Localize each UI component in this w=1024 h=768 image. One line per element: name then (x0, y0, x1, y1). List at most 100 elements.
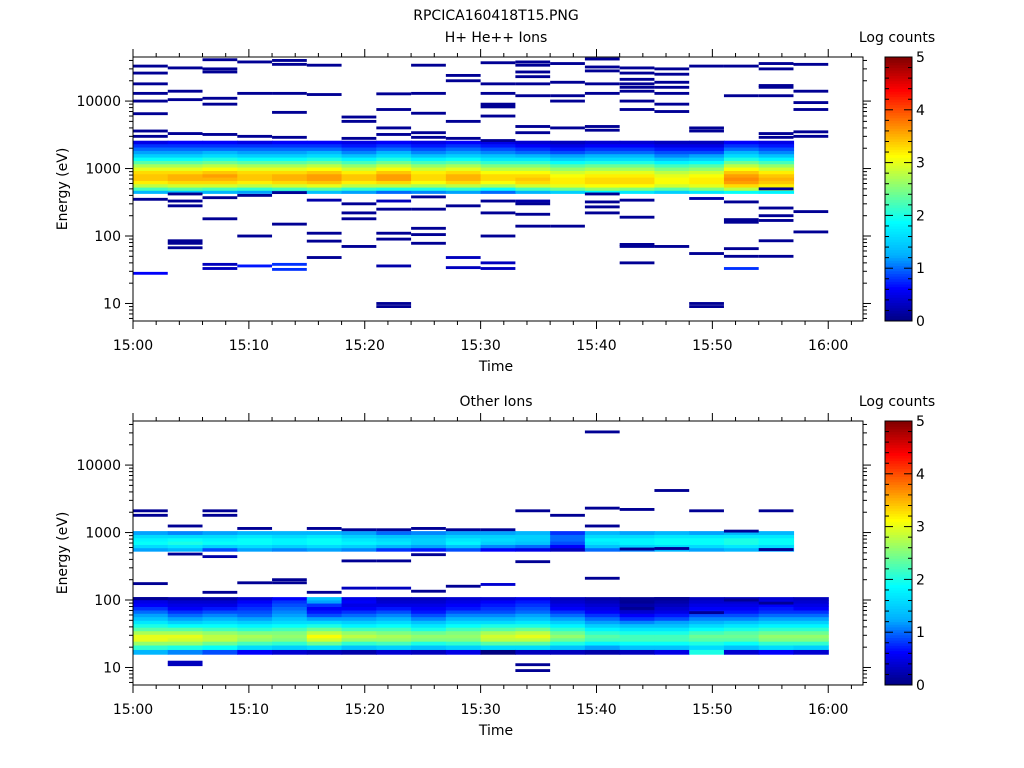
heatmap-cell-band-12-12 (550, 150, 586, 155)
heatmap-cell-band-12-6 (550, 170, 586, 175)
heatmap-cell-band-9-0 (445, 190, 482, 194)
heatmap-cell-low-6-2 (341, 641, 377, 646)
heatmap-sparse-cell-85 (445, 266, 481, 270)
heatmap-cell-low-2-5 (202, 630, 238, 635)
heatmap-cell-low-4-15 (272, 597, 308, 601)
heatmap-sparse-cell-164 (758, 67, 794, 71)
colorbar-segment (885, 109, 912, 113)
colorbar-segment (885, 257, 912, 261)
heatmap-sparse-cell-31 (237, 91, 273, 95)
heatmap-sparse-cell-169 (758, 135, 794, 139)
heatmap-cell-low-11-1 (515, 645, 551, 650)
heatmap-cell-band-15-4 (654, 534, 690, 539)
heatmap-cell-band-11-13 (515, 147, 551, 151)
heatmap-cell-low-3-8 (237, 620, 273, 625)
heatmap-cell-band-2-3 (202, 537, 238, 542)
heatmap-cell-low-14-14 (619, 600, 656, 604)
colorbar-tick-label: 5 (916, 50, 925, 66)
heatmap-cell-band-15-9 (654, 160, 690, 165)
heatmap-cell-low-17-6 (723, 627, 760, 632)
colorbar-tick-label: 2 (916, 208, 925, 224)
heatmap-sparse-cell-49 (723, 598, 759, 602)
heatmap-cell-low-2-0 (202, 649, 238, 655)
heatmap-cell-band-11-4 (515, 534, 551, 539)
heatmap-cell-band-8-11 (411, 153, 447, 158)
heatmap-cell-band-14-15 (619, 140, 656, 145)
heatmap-cell-band-4-5 (272, 173, 308, 178)
heatmap-cell-low-14-7 (619, 623, 656, 628)
colorbar-tick-label: 3 (916, 520, 925, 536)
colorbar-segment (885, 93, 912, 98)
heatmap-cell-low-4-5 (272, 630, 308, 635)
heatmap-cell-low-13-15 (584, 597, 621, 601)
heatmap-cell-band-10-9 (480, 160, 516, 165)
heatmap-cell-band-6-15 (341, 140, 377, 145)
heatmap-cell-band-4-4 (272, 177, 308, 181)
heatmap-cell-band-5-5 (306, 173, 343, 178)
heatmap-cell-band-6-5 (341, 531, 377, 535)
heatmap-sparse-cell-1 (133, 71, 168, 75)
colorbar-segment (885, 473, 912, 477)
heatmap-cell-low-15-2 (654, 641, 690, 646)
colorbar-segment (885, 286, 912, 290)
heatmap-cell-low-14-1 (619, 645, 656, 650)
heatmap-sparse-cell-6 (167, 660, 203, 664)
heatmap-cell-band-11-6 (515, 170, 551, 175)
heatmap-cell-low-9-0 (445, 649, 482, 655)
heatmap-cell-low-2-11 (202, 610, 238, 614)
heatmap-cell-low-5-12 (306, 606, 343, 611)
heatmap-cell-low-11-14 (515, 600, 551, 604)
heatmap-cell-band-10-2 (480, 541, 516, 545)
heatmap-cell-low-17-9 (723, 616, 760, 621)
colorbar-segment (885, 175, 912, 179)
heatmap-cell-band-16-9 (689, 160, 725, 165)
heatmap-cell-low-1-0 (167, 649, 204, 655)
colorbar-segment (885, 120, 912, 124)
heatmap-cell-low-2-10 (202, 613, 238, 618)
heatmap-cell-band-9-3 (445, 537, 482, 542)
heatmap-cell-low-17-4 (723, 634, 760, 639)
heatmap-cell-low-14-11 (619, 610, 656, 614)
heatmap-cell-low-8-15 (411, 597, 447, 601)
colorbar-segment (885, 666, 912, 670)
colorbar-segment (885, 62, 912, 66)
heatmap-cell-low-19-4 (793, 634, 829, 639)
heatmap-cell-low-15-7 (654, 623, 690, 628)
colorbar-segment (885, 534, 912, 538)
heatmap-sparse-cell-139 (619, 261, 655, 265)
heatmap-cell-low-3-3 (237, 637, 273, 642)
heatmap-cell-band-13-8 (584, 163, 621, 168)
heatmap-cell-low-0-0 (133, 649, 169, 655)
heatmap-cell-band-16-8 (689, 163, 725, 168)
heatmap-sparse-cell-13 (237, 581, 273, 585)
heatmap-sparse-cell-19 (341, 559, 377, 563)
heatmap-cell-low-18-8 (758, 620, 795, 625)
heatmap-cell-band-7-1 (376, 187, 412, 191)
heatmap-cell-low-1-9 (167, 616, 204, 621)
heatmap-cell-band-6-10 (341, 157, 377, 161)
heatmap-cell-band-7-9 (376, 160, 412, 165)
heatmap-cell-low-10-14 (480, 600, 516, 604)
heatmap-cell-band-1-10 (167, 157, 204, 161)
colorbar-segment (885, 218, 912, 222)
heatmap-cell-band-8-7 (411, 167, 447, 171)
heatmap-cell-band-6-9 (341, 160, 377, 165)
heatmap-cell-band-8-15 (411, 140, 447, 145)
heatmap-cell-low-2-4 (202, 634, 238, 639)
heatmap-cell-low-5-15 (306, 597, 343, 601)
heatmap-cell-band-0-2 (133, 183, 169, 188)
heatmap-cell-low-18-6 (758, 627, 795, 632)
heatmap-cell-band-8-3 (411, 537, 447, 542)
x-tick-label: 15:50 (692, 702, 732, 718)
colorbar-tick-label: 1 (916, 625, 925, 641)
heatmap-cell-band-4-12 (272, 150, 308, 155)
heatmap-cell-band-15-15 (654, 140, 690, 145)
heatmap-cell-band-16-3 (689, 180, 725, 185)
heatmap-sparse-cell-30 (480, 583, 516, 586)
heatmap-cell-low-6-10 (341, 613, 377, 618)
y-tick-label: 100 (94, 229, 121, 245)
heatmap-cell-low-14-4 (619, 634, 656, 639)
heatmap-cell-low-2-12 (202, 606, 238, 611)
heatmap-cell-band-2-14 (202, 143, 238, 148)
